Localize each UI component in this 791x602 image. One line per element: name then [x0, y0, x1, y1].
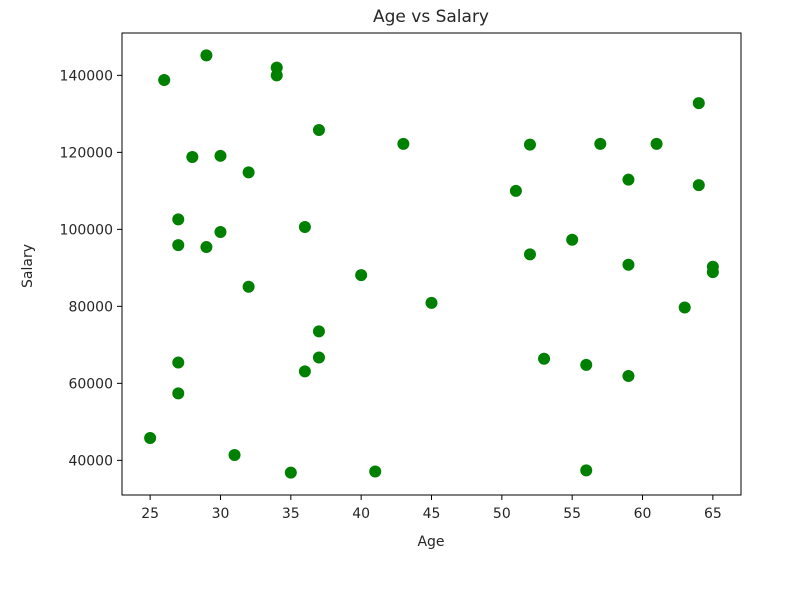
- data-point: [678, 301, 691, 314]
- data-point: [186, 150, 199, 163]
- y-tick-label: 100000: [60, 222, 113, 238]
- x-tick-label: 50: [493, 506, 511, 522]
- data-point: [158, 73, 171, 86]
- plot-frame: [121, 32, 742, 496]
- data-point: [369, 465, 382, 478]
- data-point: [538, 352, 551, 365]
- data-point: [622, 370, 635, 383]
- data-point: [172, 387, 185, 400]
- data-point: [355, 269, 368, 282]
- x-tick-label: 65: [704, 506, 722, 522]
- data-point: [622, 173, 635, 186]
- data-point: [425, 296, 438, 309]
- x-tick-label: 25: [141, 506, 159, 522]
- data-point: [214, 226, 227, 239]
- data-point: [622, 258, 635, 271]
- data-point: [692, 97, 705, 110]
- data-point: [228, 448, 241, 461]
- x-tick-label: 45: [423, 506, 441, 522]
- data-point: [298, 365, 311, 378]
- y-axis: 40000 60000 80000 100000 120000 140000: [60, 68, 122, 469]
- data-point: [172, 356, 185, 369]
- x-tick-label: 30: [212, 506, 230, 522]
- data-point: [523, 248, 536, 261]
- data-point: [214, 149, 227, 162]
- x-tick-label: 35: [282, 506, 300, 522]
- data-point: [312, 325, 325, 338]
- data-points: [144, 49, 719, 479]
- data-point: [692, 179, 705, 192]
- data-point: [298, 221, 311, 234]
- x-axis: 25 30 35 40 45 50 55 60 65: [141, 495, 722, 522]
- y-tick-label: 140000: [60, 68, 113, 84]
- data-point: [566, 233, 579, 246]
- data-point: [594, 137, 607, 150]
- data-point: [706, 266, 719, 279]
- data-point: [580, 358, 593, 371]
- data-point: [200, 241, 213, 254]
- y-axis-label: Salary: [20, 244, 36, 288]
- y-tick-label: 120000: [60, 145, 113, 161]
- data-point: [200, 49, 213, 62]
- data-point: [270, 69, 283, 82]
- data-point: [172, 239, 185, 252]
- data-point: [144, 432, 157, 445]
- data-point: [650, 137, 663, 150]
- data-point: [242, 166, 255, 179]
- data-point: [397, 137, 410, 150]
- data-point: [284, 466, 297, 479]
- data-point: [242, 280, 255, 293]
- data-point: [312, 124, 325, 137]
- y-tick-label: 80000: [68, 299, 113, 315]
- y-tick-label: 60000: [68, 376, 113, 392]
- data-point: [172, 213, 185, 226]
- data-point: [580, 464, 593, 477]
- x-tick-label: 40: [352, 506, 370, 522]
- data-point: [312, 351, 325, 364]
- y-tick-label: 40000: [68, 453, 113, 469]
- chart-title: Age vs Salary: [373, 7, 489, 27]
- data-point: [509, 184, 522, 197]
- x-axis-label: Age: [417, 534, 444, 550]
- x-tick-label: 55: [563, 506, 581, 522]
- x-tick-label: 60: [634, 506, 652, 522]
- data-point: [523, 138, 536, 151]
